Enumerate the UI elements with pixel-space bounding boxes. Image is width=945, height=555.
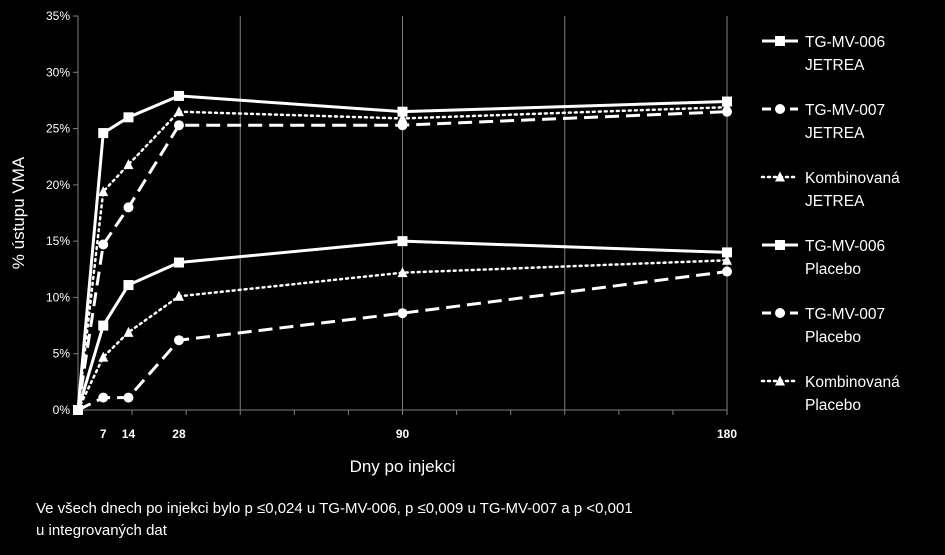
x-axis-title: Dny po injekci xyxy=(350,457,456,476)
data-point-1 xyxy=(397,106,408,117)
y-tick-label: 15% xyxy=(46,234,70,248)
data-point-5 xyxy=(98,392,109,403)
legend-sublabel-2: JETREA xyxy=(805,125,865,142)
footnote-line-1: Ve všech dnech po injekci bylo p ≤0,024 … xyxy=(36,500,633,517)
data-point-1 xyxy=(123,112,134,123)
data-point-6 xyxy=(173,290,184,301)
legend-sublabel-1: JETREA xyxy=(805,57,865,74)
data-point-6 xyxy=(98,351,109,362)
legend-label-4: TG-MV-006 xyxy=(805,238,885,255)
x-tick-label: 180 xyxy=(717,427,737,441)
footnote: Ve všech dnech po injekci bylo p ≤0,024 … xyxy=(36,498,756,542)
y-tick-label: 5% xyxy=(53,347,71,361)
data-point-5 xyxy=(397,308,408,319)
x-tick-label: 7 xyxy=(100,427,107,441)
series-line-2 xyxy=(76,110,728,411)
data-point-4 xyxy=(397,236,408,247)
legend-sublabel-3: JETREA xyxy=(805,193,865,210)
legend-marker-1 xyxy=(775,36,785,46)
y-tick-label: 0% xyxy=(53,403,71,417)
data-point-3 xyxy=(123,159,134,170)
y-tick-label: 30% xyxy=(46,65,70,79)
legend-marker-3 xyxy=(775,171,785,182)
data-point-3 xyxy=(173,106,184,117)
legend-sublabel-5: Placebo xyxy=(805,329,861,346)
data-point-2 xyxy=(98,239,109,250)
legend-sublabel-4: Placebo xyxy=(805,261,861,278)
legend-marker-5 xyxy=(775,308,785,318)
legend-marker-6 xyxy=(775,375,785,386)
legend-sublabel-6: Placebo xyxy=(805,397,861,414)
legend-label-5: TG-MV-007 xyxy=(805,306,885,323)
y-tick-label: 10% xyxy=(46,290,70,304)
legend-label-1: TG-MV-006 xyxy=(805,34,885,51)
data-point-1 xyxy=(98,128,109,139)
legend-label-6: Kombinovaná xyxy=(805,374,900,391)
legend-marker-2 xyxy=(775,104,785,114)
data-point-1 xyxy=(722,96,732,107)
data-point-1 xyxy=(173,90,184,101)
data-point-6 xyxy=(123,326,134,337)
data-point-6 xyxy=(397,267,408,278)
data-point-5 xyxy=(722,266,732,277)
x-tick-label: 14 xyxy=(122,427,136,441)
series-line-3 xyxy=(76,105,729,412)
legend-marker-4 xyxy=(775,240,785,250)
data-point-3 xyxy=(722,101,732,112)
y-tick-label: 25% xyxy=(46,122,70,136)
y-tick-label: 35% xyxy=(46,9,70,23)
y-tick-label: 20% xyxy=(46,178,70,192)
data-point-2 xyxy=(173,120,184,131)
data-point-4 xyxy=(123,280,134,291)
data-point-6 xyxy=(73,404,83,415)
y-axis-title: % ústupu VMA xyxy=(9,156,28,269)
legend-label-3: Kombinovaná xyxy=(805,170,900,187)
series-line-1 xyxy=(76,94,728,411)
data-point-5 xyxy=(123,392,134,403)
x-tick-label: 90 xyxy=(396,427,410,441)
series-line-6 xyxy=(76,259,729,412)
data-point-4 xyxy=(722,247,732,258)
data-point-4 xyxy=(98,320,109,331)
footnote-line-2: u integrovaných dat xyxy=(36,522,167,539)
legend-label-2: TG-MV-007 xyxy=(805,102,885,119)
data-point-3 xyxy=(98,186,109,197)
x-tick-label: 28 xyxy=(172,427,186,441)
data-point-6 xyxy=(722,254,732,265)
data-point-5 xyxy=(173,335,184,346)
data-point-4 xyxy=(173,257,184,268)
series-line-4 xyxy=(76,239,728,411)
data-point-3 xyxy=(397,112,408,123)
line-chart: 0% 5% 10% 15% 20% 25% 30% 35% 7 14 28 90 180 Dny po i… xyxy=(9,9,900,476)
data-point-2 xyxy=(123,202,134,213)
